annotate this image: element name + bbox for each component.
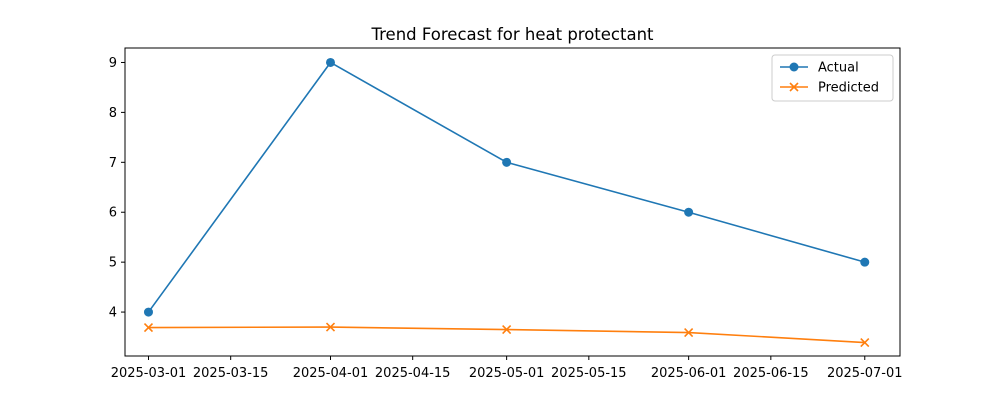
point-marker <box>684 207 694 217</box>
x-axis: 2025-03-01 2025-03-15 2025-04-01 2025-04-15… <box>111 356 903 381</box>
point-marker <box>789 62 799 72</box>
point-marker <box>860 337 870 348</box>
y-tick-label: 8 <box>109 106 117 121</box>
plot-frame <box>124 47 901 357</box>
point-marker <box>325 322 336 332</box>
x-marker-stroke <box>789 82 799 92</box>
y-tick-label: 4 <box>109 306 117 321</box>
point-marker <box>502 324 512 335</box>
point-marker <box>325 57 335 67</box>
x-tick-label: 2025-03-01 <box>111 366 187 381</box>
x-marker-stroke <box>860 337 870 348</box>
legend: Actual Predicted <box>771 54 894 102</box>
x-marker-stroke <box>502 324 512 335</box>
series-actual <box>143 57 870 317</box>
y-tick-label: 9 <box>109 56 117 71</box>
x-tick-label: 2025-03-15 <box>193 366 269 381</box>
point-marker <box>143 322 154 333</box>
y-tick-label: 5 <box>109 256 117 271</box>
legend-label: Predicted <box>818 81 879 96</box>
plot-area <box>143 57 870 348</box>
x-tick-label: 2025-04-15 <box>375 366 451 381</box>
x-marker-stroke <box>325 322 336 332</box>
x-tick-label: 2025-06-15 <box>733 366 809 381</box>
x-tick-label: 2025-05-01 <box>469 366 545 381</box>
point-marker <box>502 157 512 167</box>
x-tick-label: 2025-06-01 <box>651 366 727 381</box>
point-marker <box>860 257 870 267</box>
series-line <box>147 61 865 313</box>
x-tick-label: 2025-04-01 <box>293 366 369 381</box>
legend-label: Actual <box>818 61 859 76</box>
point-marker <box>143 307 153 317</box>
x-tick-label: 2025-07-01 <box>827 366 903 381</box>
series-predicted <box>143 322 870 348</box>
point-marker <box>684 327 694 338</box>
legend-item-actual: Actual <box>780 61 859 76</box>
y-axis: 4 5 6 7 8 9 <box>109 56 125 321</box>
x-tick-label: 2025-05-15 <box>551 366 627 381</box>
point-marker <box>789 82 799 92</box>
x-marker-stroke <box>684 327 694 338</box>
y-tick-label: 7 <box>109 156 117 171</box>
chart-title: Trend Forecast for heat protectant <box>370 25 654 44</box>
y-tick-label: 6 <box>109 206 117 221</box>
x-marker-stroke <box>143 322 154 333</box>
legend-item-predicted: Predicted <box>780 81 879 96</box>
